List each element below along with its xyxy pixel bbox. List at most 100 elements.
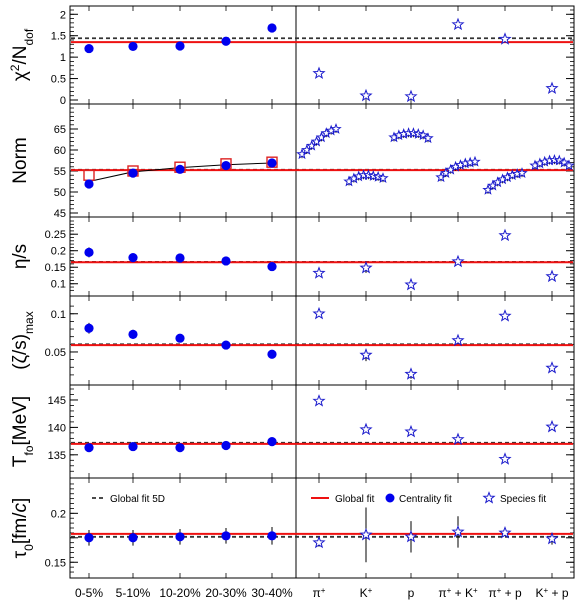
y-tick-label: 0.15 (45, 262, 66, 274)
species-point (451, 333, 465, 347)
panel-2: 45 50 55 60 65 Norm (10, 103, 575, 220)
x-tick-label: π+ + K+ (438, 586, 478, 601)
y-tick-label: 45 (54, 208, 66, 220)
y-tick-label: 0.05 (45, 347, 66, 359)
species-point (422, 132, 434, 144)
species-point (312, 306, 326, 320)
centrality-point (221, 36, 231, 46)
centrality-point (84, 443, 94, 453)
y-tick-label: 65 (54, 124, 66, 136)
species-point (516, 167, 528, 178)
species-point (545, 269, 559, 283)
species-point (563, 159, 575, 171)
y-tick-label: 1 (60, 52, 66, 64)
y-axis-label-part: (ζ/s) (10, 334, 31, 370)
centrality-point (267, 531, 277, 541)
y-tick-label: 140 (48, 422, 66, 434)
x-tick-label-charge: + (497, 586, 502, 595)
global-fit-5d-marker (83, 169, 95, 181)
y-tick-label: 0.2 (51, 246, 66, 258)
x-tick-label: π+ + p (488, 586, 522, 601)
panel-4: 0.05 0.1 (ζ/s)max (10, 295, 575, 386)
centrality-point (221, 256, 231, 266)
species-point (558, 156, 570, 168)
species-point (404, 89, 418, 103)
centrality-point (84, 323, 94, 333)
panel-5: 135 140 145 Tfo[MeV] (10, 384, 575, 479)
legend-centrality-marker (385, 493, 395, 503)
species-point (451, 432, 465, 446)
panel-frame (69, 103, 575, 218)
species-point (417, 129, 429, 141)
species-point (359, 422, 373, 436)
centrality-point (84, 43, 94, 54)
y-axis-label-part: χ (10, 71, 31, 81)
legend-species-label: Species fit (500, 494, 546, 505)
species-point (498, 452, 512, 465)
centrality-point (175, 164, 185, 174)
centrality-point (84, 247, 94, 257)
centrality-point (221, 440, 231, 451)
y-axis-label: Tfo[MeV] (10, 396, 36, 467)
species-point (404, 367, 418, 380)
y-axis-label-part: c (10, 502, 31, 512)
y-tick-label: 0.1 (51, 279, 66, 291)
centrality-point (175, 532, 185, 542)
species-point (545, 531, 559, 545)
species-point (404, 529, 418, 543)
y-axis-label-part: τ (10, 550, 31, 558)
species-point (545, 361, 559, 374)
legend-global-fit-5d-label: Global fit 5D (110, 494, 165, 505)
y-axis-label: τ0[fm/c] (10, 498, 36, 559)
x-axis-labels: 0-5% 5-10% 10-20% 20-30% 30-40% π+ K+ p π+ + K+ π… (75, 586, 569, 601)
y-axis-label: Norm (10, 137, 31, 183)
species-point (545, 419, 559, 433)
y-tick-label: 145 (48, 395, 66, 407)
species-point (359, 348, 373, 361)
species-point (553, 154, 566, 166)
x-tick-label-part: + p (501, 586, 522, 600)
centrality-point (175, 443, 185, 453)
legend-species-marker (482, 491, 496, 504)
y-axis-label-part: dof (22, 28, 36, 45)
panel-frame (69, 295, 575, 386)
species-point (469, 155, 481, 167)
x-tick-label-part: π (488, 586, 496, 600)
y-tick-label: 60 (54, 145, 66, 157)
species-point (404, 424, 418, 438)
centrality-point (84, 179, 94, 189)
species-point (451, 524, 465, 538)
x-tick-label-part: p (408, 586, 415, 600)
x-tick-label: 0-5% (75, 586, 103, 600)
x-tick-label-part: K (360, 586, 368, 600)
centrality-point (267, 437, 277, 447)
centrality-point (128, 41, 138, 52)
centrality-point (267, 261, 277, 272)
y-axis-label: (ζ/s)max (10, 311, 36, 369)
species-point (451, 17, 465, 31)
centrality-point (128, 168, 138, 178)
x-tick-label-charge: + (321, 586, 326, 595)
y-axis-label-part: η/s (10, 244, 31, 269)
centrality-point (128, 533, 138, 543)
centrality-point (175, 333, 185, 343)
x-tick-label-charge: + (447, 586, 452, 595)
y-axis-label: η/s (10, 244, 31, 269)
panel-frame (69, 5, 575, 105)
species-point (498, 525, 512, 539)
y-tick-label: 0.1 (51, 309, 66, 321)
species-point (377, 172, 389, 184)
y-tick-label: 135 (48, 450, 66, 462)
x-tick-label-charge: + (473, 586, 478, 595)
x-tick-label-charge: + (368, 586, 373, 595)
x-tick-label: p (408, 586, 415, 600)
species-point (359, 527, 373, 541)
x-tick-label-part: + K (451, 586, 473, 600)
x-tick-label-part: π (438, 586, 446, 600)
species-point (359, 260, 373, 274)
y-axis-label-part: fo (22, 445, 36, 455)
x-tick-label-part: + p (548, 586, 569, 600)
centrality-point (128, 329, 138, 339)
y-axis-label-part: [fm/ (10, 512, 31, 544)
